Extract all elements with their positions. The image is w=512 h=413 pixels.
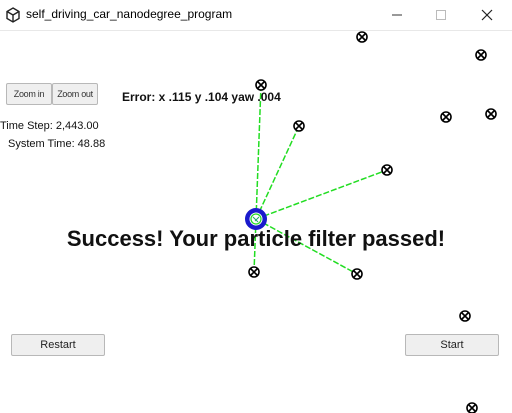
landmark-marker	[475, 49, 487, 61]
system-time-readout: System Time: 48.88	[8, 138, 106, 150]
restart-button[interactable]: Restart	[11, 334, 105, 356]
landmark-marker	[440, 111, 452, 123]
landmark-marker	[381, 164, 393, 176]
maximize-button[interactable]	[419, 0, 463, 30]
zoom-in-button[interactable]: Zoom in	[6, 83, 52, 105]
minimize-button[interactable]	[375, 0, 419, 30]
landmark-marker	[459, 310, 471, 322]
sensor-line	[255, 169, 388, 220]
simulator-canvas: Error: x .115 y .104 yaw .004	[0, 30, 512, 413]
window-title: self_driving_car_nanodegree_program	[26, 7, 233, 21]
maximize-icon	[436, 10, 446, 20]
window-titlebar: self_driving_car_nanodegree_program	[0, 0, 512, 31]
minimize-icon	[392, 14, 402, 16]
sensor-lines	[253, 84, 388, 275]
close-icon	[481, 9, 493, 21]
car-marker	[245, 208, 267, 230]
landmark-marker	[255, 79, 267, 91]
error-readout: Error: x .115 y .104 yaw .004	[122, 90, 281, 104]
unity-app-icon	[6, 7, 20, 23]
landmark-marker	[485, 108, 497, 120]
success-message: Success! Your particle filter passed!	[66, 226, 446, 251]
zoom-out-button[interactable]: Zoom out	[52, 83, 98, 105]
landmark-marker	[248, 266, 260, 278]
time-step-readout: Time Step: 2,443.00	[0, 120, 99, 132]
landmark-marker	[351, 268, 363, 280]
sensor-line	[255, 218, 358, 275]
landmark-marker	[356, 31, 368, 43]
sensor-line	[255, 84, 262, 220]
close-button[interactable]	[465, 0, 509, 30]
landmark-marker	[293, 120, 305, 132]
sensor-line	[255, 125, 300, 220]
simulation-scene	[245, 31, 497, 413]
start-button[interactable]: Start	[405, 334, 499, 356]
landmark-marker	[466, 402, 478, 413]
landmarks	[248, 31, 497, 413]
